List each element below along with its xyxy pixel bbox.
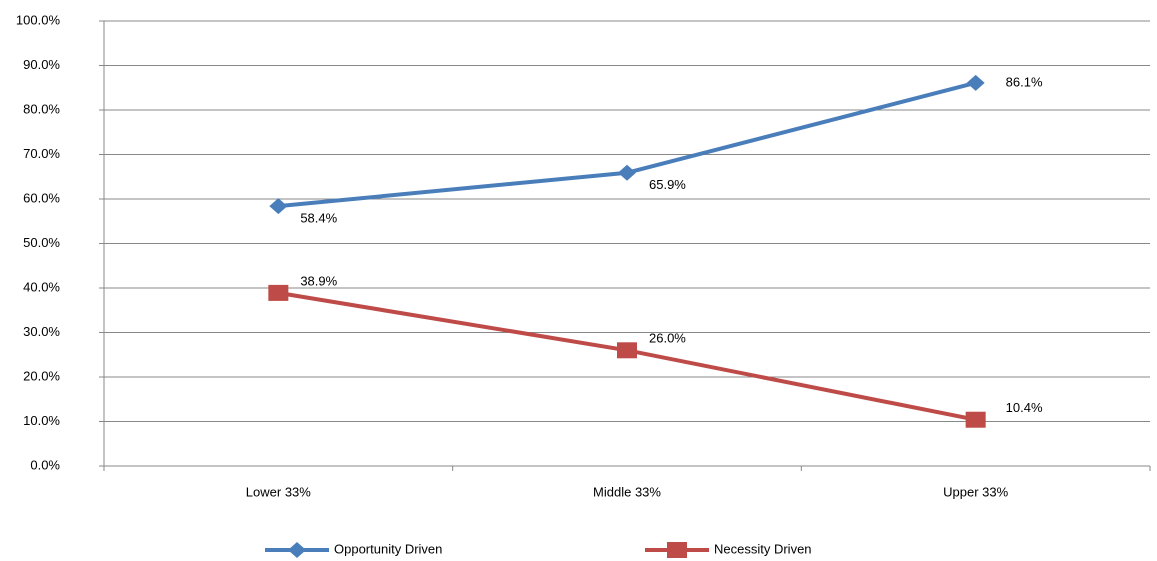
y-tick-label: 50.0% [23,235,60,250]
data-point [618,164,636,181]
y-tick-label: 90.0% [23,57,60,72]
data-point [269,198,288,215]
x-tick-label: Middle 33% [593,484,661,499]
y-tick-label: 70.0% [23,146,60,161]
y-tick-label: 40.0% [23,279,60,294]
y-tick-label: 100.0% [16,12,61,27]
legend-marker [667,542,687,558]
series-line [278,80,977,209]
data-label: 65.9% [649,177,686,192]
data-label: 58.4% [300,211,337,226]
y-tick-label: 10.0% [23,413,60,428]
legend-label: Necessity Driven [714,541,812,556]
y-tick-label: 80.0% [23,101,60,116]
y-tick-label: 60.0% [23,190,60,205]
legend-marker [288,542,306,558]
data-label: 10.4% [1006,400,1043,415]
x-tick-label: Lower 33% [246,484,311,499]
data-point [268,284,289,301]
data-point [966,74,985,91]
data-label: 26.0% [649,331,686,346]
y-tick-label: 0.0% [30,457,60,472]
data-point [965,411,986,428]
x-tick-label: Upper 33% [943,484,1008,499]
data-point [617,342,637,359]
data-label: 38.9% [300,273,337,288]
data-label: 86.1% [1006,74,1043,89]
y-tick-label: 20.0% [23,368,60,383]
y-tick-label: 30.0% [23,324,60,339]
legend-label: Opportunity Driven [334,541,442,556]
